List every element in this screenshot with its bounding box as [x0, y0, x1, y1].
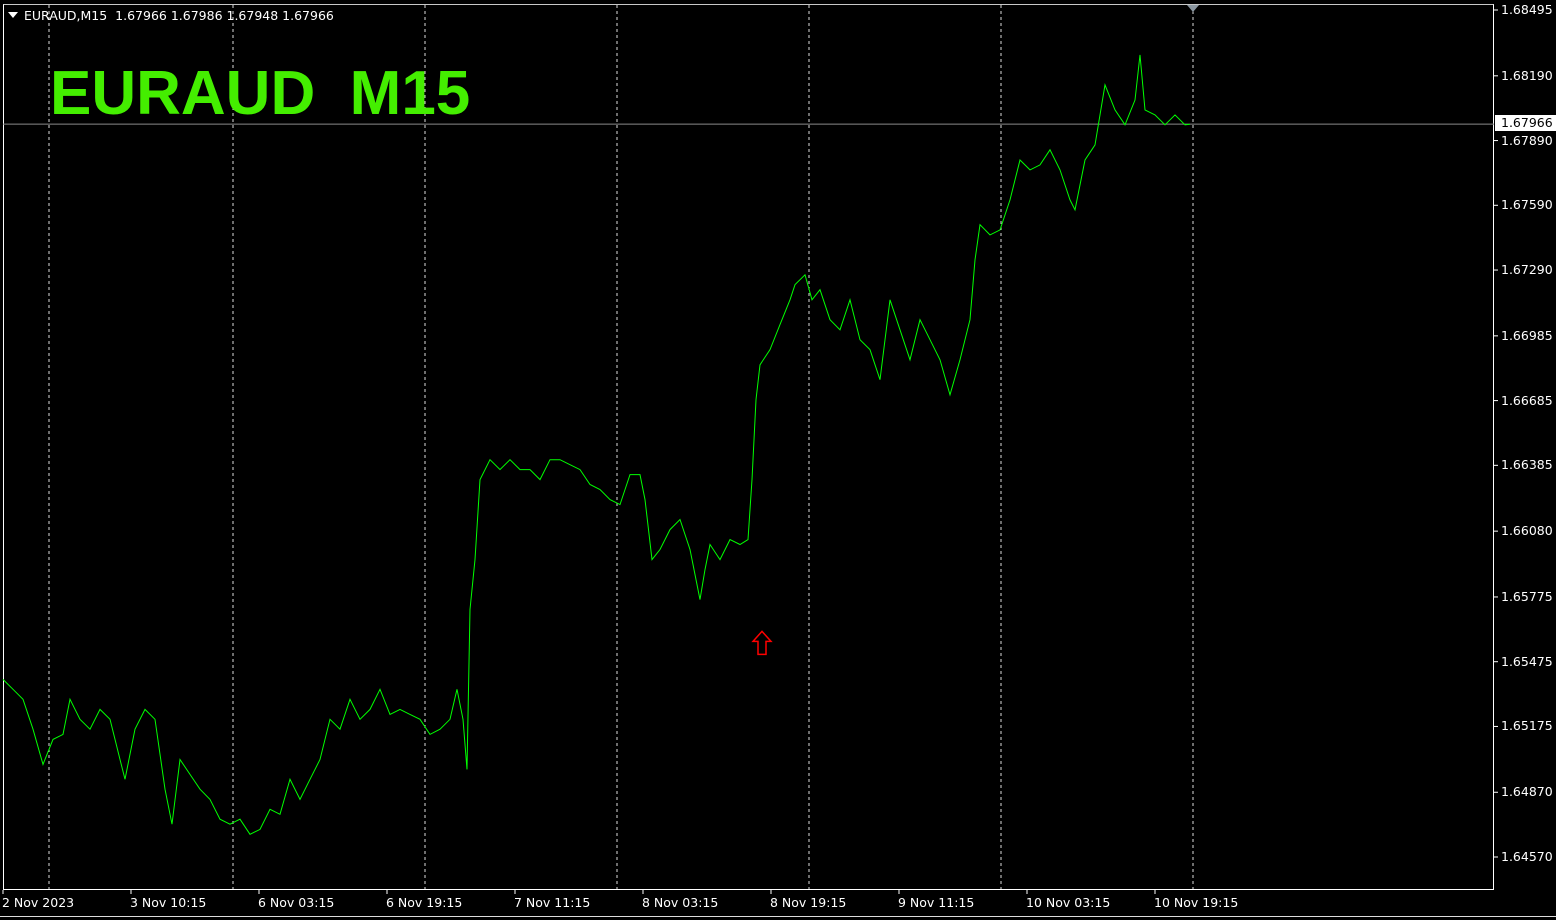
x-tick-label: 8 Nov 03:15: [642, 895, 719, 910]
y-tick-label: 1.67290: [1501, 262, 1553, 278]
y-tick-label: 1.65475: [1501, 653, 1553, 669]
y-tick-label: 1.66385: [1501, 457, 1553, 473]
ohlc-values: 1.67966 1.67986 1.67948 1.67966: [115, 8, 334, 23]
x-tick-label: 3 Nov 10:15: [130, 895, 207, 910]
x-tick-label: 10 Nov 19:15: [1154, 895, 1239, 910]
y-tick-label: 1.66080: [1501, 523, 1553, 539]
x-tick-label: 6 Nov 19:15: [386, 895, 463, 910]
x-tick-label: 7 Nov 11:15: [514, 895, 591, 910]
chart-area[interactable]: [3, 4, 1494, 890]
x-tick-label: 8 Nov 19:15: [770, 895, 847, 910]
symbol-label: EURAUD,M15: [24, 8, 108, 23]
x-tick-label: 10 Nov 03:15: [1026, 895, 1111, 910]
window-border: [0, 916, 1556, 917]
up-arrow-icon: [751, 630, 773, 656]
y-tick-label: 1.67890: [1501, 132, 1553, 148]
y-tick-label: 1.65175: [1501, 718, 1553, 734]
y-tick-label: 1.64870: [1501, 784, 1553, 800]
current-price-label: 1.67966: [1495, 115, 1556, 131]
y-tick-label: 1.66985: [1501, 327, 1553, 343]
y-tick-label: 1.65775: [1501, 588, 1553, 604]
dropdown-triangle-icon[interactable]: [8, 12, 18, 18]
price-line: [2, 54, 1191, 835]
x-tick-label: 2 Nov 2023: [2, 895, 75, 910]
chart-header: EURAUD,M15 1.67966 1.67986 1.67948 1.679…: [8, 8, 334, 23]
x-tick-label: 6 Nov 03:15: [258, 895, 335, 910]
x-tick-label: 9 Nov 11:15: [898, 895, 975, 910]
y-tick-label: 1.67590: [1501, 197, 1553, 213]
y-tick-label: 1.68190: [1501, 67, 1553, 83]
y-tick-label: 1.66685: [1501, 392, 1553, 408]
y-tick-label: 1.64570: [1501, 849, 1553, 864]
chart-shift-marker-icon: [1187, 5, 1199, 12]
symbol-watermark: EURAUD M15: [50, 59, 471, 128]
y-tick-label: 1.68495: [1501, 2, 1553, 17]
